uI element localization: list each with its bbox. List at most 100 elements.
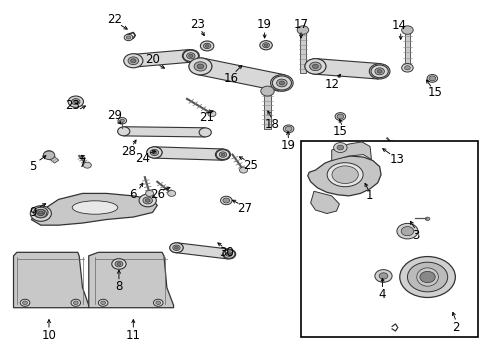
Circle shape [150, 149, 158, 156]
Circle shape [222, 249, 235, 259]
Circle shape [124, 54, 142, 67]
Circle shape [169, 243, 183, 253]
Circle shape [20, 299, 30, 306]
Circle shape [35, 209, 46, 218]
Circle shape [101, 301, 105, 305]
Circle shape [396, 224, 417, 239]
Circle shape [426, 75, 437, 82]
Circle shape [145, 199, 150, 202]
Circle shape [429, 76, 434, 80]
Circle shape [174, 246, 178, 249]
Circle shape [401, 64, 412, 72]
Circle shape [337, 114, 342, 118]
Circle shape [207, 111, 216, 117]
Circle shape [312, 64, 318, 68]
Text: 9: 9 [29, 206, 37, 219]
Text: 24: 24 [135, 152, 150, 165]
Text: 11: 11 [125, 329, 141, 342]
Polygon shape [123, 127, 205, 137]
Text: 21: 21 [199, 111, 214, 124]
Text: 16: 16 [223, 72, 238, 85]
Text: 30: 30 [219, 246, 233, 259]
Ellipse shape [331, 166, 358, 184]
Text: 23: 23 [65, 99, 80, 112]
Text: 2: 2 [451, 321, 459, 334]
Circle shape [297, 26, 308, 34]
Circle shape [262, 43, 269, 48]
Text: 7: 7 [79, 157, 86, 170]
Circle shape [419, 271, 434, 283]
Polygon shape [154, 147, 223, 160]
Circle shape [272, 76, 291, 90]
Bar [301, 141, 477, 337]
Polygon shape [47, 154, 59, 163]
Circle shape [223, 198, 229, 203]
Circle shape [223, 198, 229, 203]
Circle shape [368, 64, 389, 79]
Circle shape [304, 59, 325, 74]
Text: 19: 19 [281, 139, 295, 152]
Circle shape [220, 196, 232, 205]
Text: 23: 23 [190, 18, 204, 31]
Text: 5: 5 [29, 160, 36, 173]
Circle shape [194, 62, 206, 71]
Circle shape [130, 59, 136, 63]
Circle shape [402, 157, 409, 162]
Circle shape [188, 58, 211, 75]
Text: 27: 27 [237, 202, 251, 215]
Circle shape [279, 81, 284, 85]
Circle shape [221, 153, 224, 156]
Circle shape [333, 143, 346, 153]
Polygon shape [310, 191, 339, 213]
Circle shape [156, 301, 160, 305]
Polygon shape [31, 193, 157, 225]
Circle shape [98, 299, 108, 306]
Circle shape [203, 43, 210, 49]
Text: 8: 8 [115, 280, 122, 293]
Circle shape [46, 153, 52, 157]
Circle shape [68, 96, 83, 107]
Polygon shape [307, 156, 380, 196]
Circle shape [188, 54, 193, 57]
Ellipse shape [326, 163, 363, 187]
Circle shape [309, 62, 321, 71]
Polygon shape [404, 30, 409, 69]
Text: 25: 25 [243, 159, 257, 172]
Circle shape [145, 190, 153, 196]
Circle shape [120, 119, 124, 122]
Circle shape [200, 41, 213, 51]
Circle shape [264, 44, 267, 46]
Polygon shape [132, 50, 191, 67]
Circle shape [305, 59, 325, 74]
Text: 10: 10 [41, 329, 56, 342]
Circle shape [123, 54, 142, 68]
Circle shape [428, 76, 435, 81]
Circle shape [199, 128, 211, 137]
Circle shape [128, 57, 138, 65]
Circle shape [407, 262, 447, 292]
Text: 13: 13 [388, 153, 404, 166]
Text: 29: 29 [106, 109, 122, 122]
Circle shape [115, 261, 122, 267]
Circle shape [83, 162, 91, 168]
Circle shape [424, 217, 429, 221]
Circle shape [118, 118, 126, 124]
Text: 6: 6 [129, 188, 137, 201]
Circle shape [219, 152, 226, 157]
Text: 3: 3 [411, 229, 419, 242]
Circle shape [336, 114, 343, 119]
Circle shape [227, 253, 230, 255]
Polygon shape [14, 252, 89, 308]
Circle shape [285, 127, 291, 131]
Polygon shape [89, 252, 173, 308]
Circle shape [22, 301, 27, 305]
Ellipse shape [416, 268, 437, 286]
Circle shape [71, 99, 80, 105]
Circle shape [112, 259, 126, 269]
Circle shape [189, 58, 211, 75]
Circle shape [276, 79, 286, 87]
Text: 18: 18 [264, 118, 279, 131]
Circle shape [400, 226, 413, 236]
Text: 22: 22 [106, 13, 122, 26]
Circle shape [167, 190, 175, 196]
